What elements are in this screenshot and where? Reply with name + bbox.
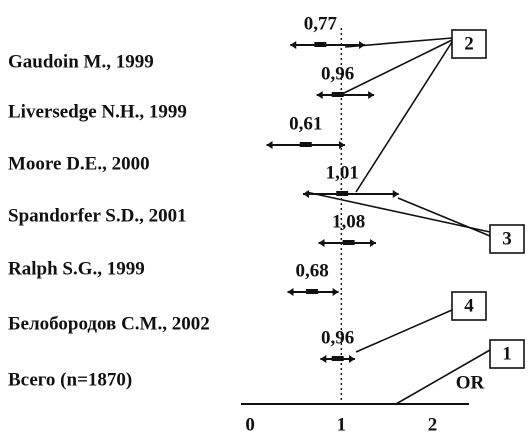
ci-end: [318, 239, 325, 247]
ci-end: [369, 239, 376, 247]
callout-box: [489, 339, 525, 369]
point-estimate: [306, 289, 319, 294]
value-label: 0,77: [304, 13, 338, 34]
axis-label: OR: [456, 372, 485, 393]
study-label: Белобородов С.М., 2002: [8, 313, 210, 334]
ci-end: [349, 355, 355, 363]
x-tick-label: 0: [245, 414, 255, 435]
ci-end: [368, 91, 375, 99]
callout-line: [339, 39, 453, 96]
callout-box: [451, 29, 487, 59]
callout-number: 2: [464, 33, 474, 54]
value-label: 0,61: [289, 113, 322, 134]
ci-end: [338, 141, 345, 149]
callout-line: [305, 191, 491, 233]
ci-end: [392, 190, 399, 198]
study-label: Ralph S.G., 1999: [8, 258, 145, 279]
value-label: 1,01: [326, 162, 359, 183]
callout-box: [489, 224, 525, 254]
value-label: 0,68: [296, 260, 329, 281]
ci-end: [332, 288, 339, 296]
callout-number: 1: [502, 343, 512, 364]
ci-end: [316, 91, 323, 99]
ci-end: [287, 288, 294, 296]
point-estimate: [331, 356, 344, 361]
callout-number: 3: [502, 228, 512, 249]
callout-number: 4: [464, 295, 474, 316]
callout-line: [355, 41, 453, 193]
x-tick-label: 2: [428, 414, 438, 435]
value-label: 0,96: [321, 63, 354, 84]
x-tick-label: 1: [337, 414, 347, 435]
study-label: Moore D.E., 2000: [8, 153, 150, 174]
study-label: Gaudoin M., 1999: [8, 51, 154, 72]
ci-end: [320, 355, 327, 363]
ci-end: [266, 141, 273, 149]
ci-end: [290, 41, 297, 49]
value-label: 0,96: [321, 327, 354, 348]
ci-end: [359, 41, 366, 49]
callout-line: [397, 197, 491, 237]
study-label: Spandorfer S.D., 2001: [8, 205, 187, 226]
study-label: Liversedge N.H., 1999: [8, 101, 187, 122]
callout-line: [395, 349, 491, 405]
point-estimate: [299, 142, 312, 147]
ci-end: [303, 190, 310, 198]
study-label: Всего (n=1870): [8, 369, 132, 390]
value-label: 1,08: [332, 211, 365, 232]
callout-line: [355, 309, 453, 353]
callout-box: [451, 291, 487, 321]
point-estimate: [331, 92, 344, 97]
point-estimate: [336, 191, 349, 196]
point-estimate: [342, 240, 355, 245]
point-estimate: [314, 42, 327, 47]
